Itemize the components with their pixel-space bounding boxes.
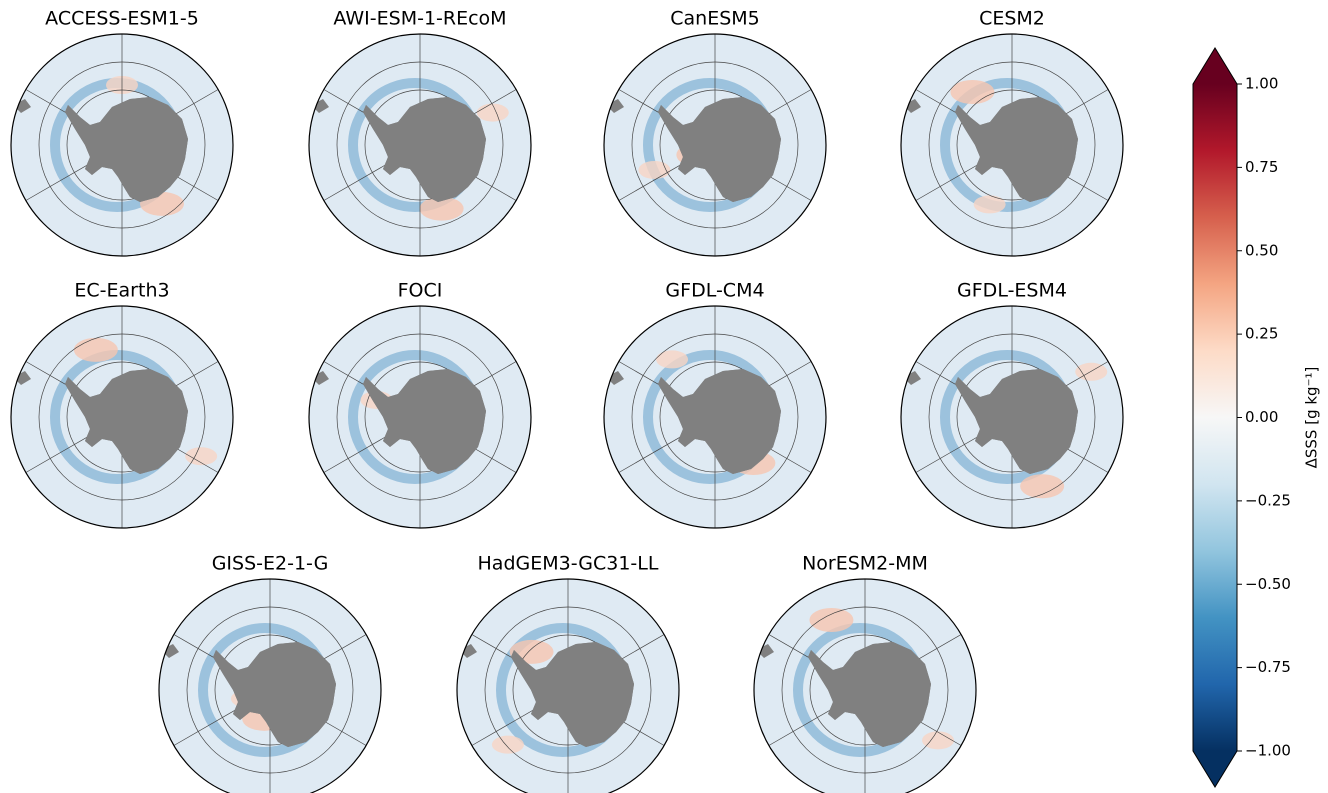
map-border (10, 33, 234, 257)
colorbar-tick-label: −0.50 (1245, 575, 1291, 593)
map-content (903, 306, 1109, 528)
panel-title: AWI-ESM-1-REcoM (333, 8, 506, 30)
south-america (161, 644, 179, 658)
map-panel (10, 305, 234, 529)
map-content (606, 34, 812, 256)
panel-title: HadGEM3-GC31-LL (478, 553, 659, 575)
latitude-circle (631, 333, 799, 501)
south-america (459, 644, 477, 658)
south-america (606, 99, 624, 113)
map-border (158, 578, 382, 793)
map-panel (900, 33, 1124, 257)
colorbar (1193, 84, 1237, 751)
map-content (459, 579, 665, 793)
salinity-patch (656, 350, 689, 369)
map-border (308, 33, 532, 257)
map-panel (158, 578, 382, 793)
map-border (753, 578, 977, 793)
map-panel (308, 33, 532, 257)
map-content (311, 34, 517, 256)
colorbar-tick-label: 0.00 (1245, 408, 1278, 426)
panel-title: FOCI (398, 280, 443, 302)
colorbar-tick-label: 1.00 (1245, 75, 1278, 93)
salinity-patch (922, 731, 955, 750)
panel-title: CESM2 (979, 8, 1045, 30)
map-panel (10, 33, 234, 257)
latitude-circle (928, 333, 1096, 501)
map-panel (308, 305, 532, 529)
salinity-patch (419, 196, 464, 221)
salinity-patch (638, 160, 671, 179)
panel-title: GFDL-CM4 (665, 280, 764, 302)
map-border (456, 578, 680, 793)
south-america (311, 99, 329, 113)
map-border (603, 33, 827, 257)
salinity-patch (476, 103, 509, 122)
latitude-circle (781, 606, 949, 774)
salinity-patch (185, 447, 218, 466)
latitude-circle (186, 606, 354, 774)
latitude-circle (484, 606, 652, 774)
map-panel (900, 305, 1124, 529)
south-america (606, 371, 624, 385)
latitude-circle (631, 61, 799, 229)
latitude-circle (38, 61, 206, 229)
latitude-circle (336, 61, 504, 229)
salinity-patch (73, 337, 118, 362)
colorbar-extend-high (1193, 48, 1237, 84)
map-border (308, 305, 532, 529)
colorbar-extend-low (1193, 751, 1237, 787)
salinity-patch (950, 80, 995, 105)
map-border (900, 33, 1124, 257)
south-america (903, 99, 921, 113)
salinity-patch (1020, 474, 1065, 499)
map-panel (603, 305, 827, 529)
salinity-patch (809, 608, 854, 633)
colorbar-tick-label: −1.00 (1245, 742, 1291, 760)
panel-title: GISS-E2-1-G (212, 553, 329, 575)
map-content (606, 306, 812, 528)
panel-title: CanESM5 (670, 8, 760, 30)
panel-title: GFDL-ESM4 (957, 280, 1067, 302)
colorbar-tick-label: −0.75 (1245, 658, 1291, 676)
colorbar-tick-label: 0.50 (1245, 241, 1278, 259)
map-content (311, 306, 517, 528)
map-panel (456, 578, 680, 793)
map-border (603, 305, 827, 529)
panel-title: EC-Earth3 (74, 280, 169, 302)
colorbar-tick-label: 0.25 (1245, 325, 1278, 343)
latitude-circle (38, 333, 206, 501)
south-america (756, 644, 774, 658)
south-america (13, 371, 31, 385)
colorbar-tick-label: 0.75 (1245, 158, 1278, 176)
map-border (900, 305, 1124, 529)
map-content (13, 306, 219, 528)
map-border (10, 305, 234, 529)
south-america (13, 99, 31, 113)
map-content (756, 579, 962, 793)
panel-title: NorESM2-MM (802, 553, 928, 575)
map-content (161, 579, 367, 793)
salinity-patch (491, 735, 524, 754)
colorbar-tick-label: −0.25 (1245, 491, 1291, 509)
map-panel (753, 578, 977, 793)
south-america (903, 371, 921, 385)
map-panel (603, 33, 827, 257)
map-content (903, 34, 1109, 256)
colorbar-label: ΔSSS [g kg⁻¹] (1303, 367, 1321, 469)
salinity-patch (973, 195, 1006, 214)
latitude-circle (928, 61, 1096, 229)
panel-title: ACCESS-ESM1-5 (45, 8, 199, 30)
south-america (311, 371, 329, 385)
latitude-circle (336, 333, 504, 501)
map-content (13, 34, 219, 256)
